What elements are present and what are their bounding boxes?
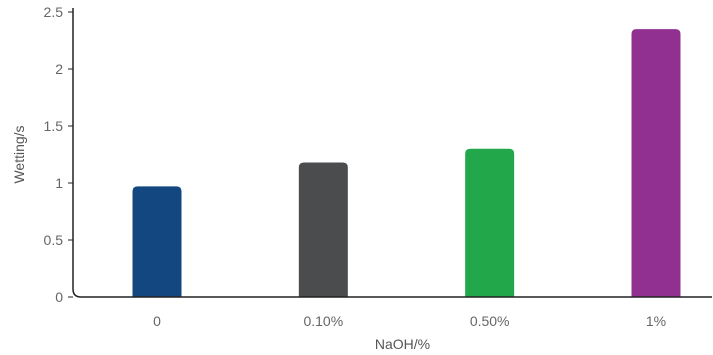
bars bbox=[132, 29, 681, 297]
x-tick-label: 1% bbox=[646, 313, 666, 329]
x-axis-ticks: 0 0.10% 0.50% 1% bbox=[153, 313, 666, 329]
y-tick-label: 0 bbox=[55, 289, 63, 305]
y-axis-ticks: 0 0.5 1 1.5 2 2.5 bbox=[44, 4, 73, 305]
x-tick-label: 0 bbox=[153, 313, 161, 329]
x-axis-label: NaOH/% bbox=[375, 336, 430, 352]
bar-0 bbox=[132, 186, 182, 297]
y-tick-label: 2 bbox=[55, 61, 63, 77]
y-tick-label: 0.5 bbox=[44, 232, 64, 248]
bar-2 bbox=[465, 148, 515, 297]
y-tick-label: 1 bbox=[55, 175, 63, 191]
x-tick-label: 0.10% bbox=[303, 313, 343, 329]
bar-1 bbox=[298, 162, 348, 297]
x-tick-label: 0.50% bbox=[470, 313, 510, 329]
bar-3 bbox=[631, 29, 681, 297]
axes-frame bbox=[72, 8, 712, 298]
y-axis-label: Wetting/s bbox=[11, 125, 27, 183]
y-tick-label: 2.5 bbox=[44, 4, 64, 20]
y-tick-label: 1.5 bbox=[44, 118, 64, 134]
